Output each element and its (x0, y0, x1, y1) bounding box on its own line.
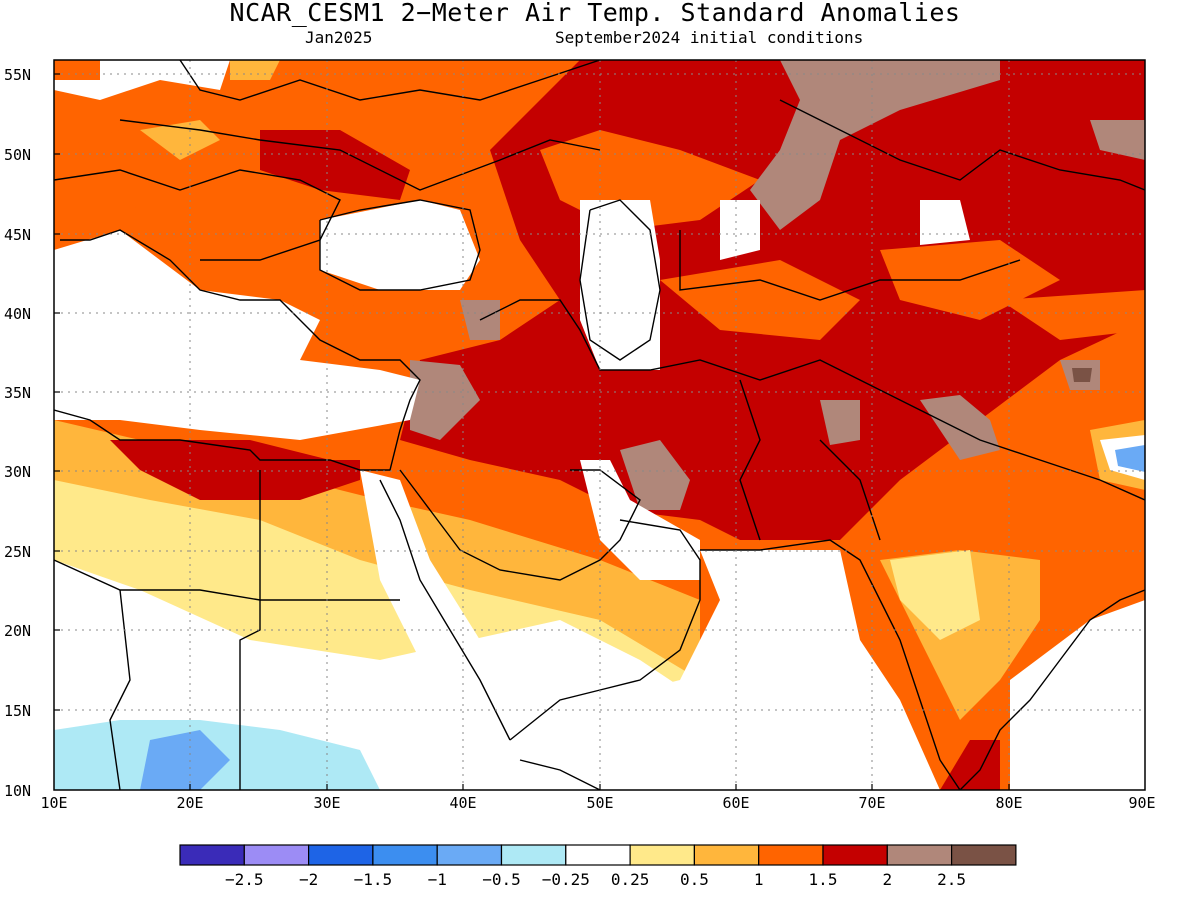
colorbar-swatch (565, 844, 631, 866)
colorbar-label: 1.5 (809, 870, 838, 889)
lat-label: 35N (4, 384, 31, 402)
valid-month: Jan2025 (305, 28, 373, 47)
lat-label: 30N (4, 463, 31, 481)
lat-label: 40N (4, 305, 31, 323)
lon-label: 30E (313, 794, 340, 812)
colorbar-label: −2 (299, 870, 318, 889)
lat-label: 55N (4, 66, 31, 84)
lat-label: 15N (4, 702, 31, 720)
colorbar-labels: −2.5 −2 −1.5 −1 −0.5 −0.25 0.25 0.5 1 1.5 2 2.5 (225, 870, 966, 889)
colorbar-swatch (758, 844, 824, 866)
lon-label: 60E (722, 794, 749, 812)
graticule (54, 60, 1145, 790)
colorbar-swatch (500, 844, 567, 866)
lat-label: 20N (4, 622, 31, 640)
colorbar-label: −0.25 (542, 870, 590, 889)
colorbar-label: −1 (428, 870, 447, 889)
colorbar-swatch (243, 844, 310, 866)
colorbar-label: 2 (882, 870, 892, 889)
colorbar (179, 844, 1017, 866)
colorbar-swatch (822, 844, 888, 866)
lat-label: 10N (4, 782, 31, 800)
lon-label: 20E (176, 794, 203, 812)
lon-label: 10E (40, 794, 67, 812)
colorbar-swatch (693, 844, 760, 866)
colorbar-label: 2.5 (937, 870, 966, 889)
colorbar-label: −2.5 (225, 870, 264, 889)
colorbar-label: 0.5 (680, 870, 709, 889)
colorbar-swatch (179, 844, 245, 866)
ticks (54, 73, 1010, 790)
colorbar-swatch (372, 844, 438, 866)
lat-label: 45N (4, 226, 31, 244)
longitude-labels: 10E 20E 30E 40E 50E 60E 70E 80E 90E (40, 794, 1155, 812)
colorbar-label: 1 (754, 870, 764, 889)
lat-label: 50N (4, 146, 31, 164)
colorbar-swatch (308, 844, 374, 866)
colorbar-label: −1.5 (354, 870, 393, 889)
lon-label: 90E (1128, 794, 1155, 812)
colorbar-swatch (629, 844, 695, 866)
colorbar-swatch (950, 844, 1017, 866)
colorbar-swatch (436, 844, 503, 866)
map-title: NCAR_CESM1 2−Meter Air Temp. Standard An… (229, 0, 961, 27)
lon-label: 70E (858, 794, 885, 812)
latitude-labels: 55N 50N 45N 40N 35N 30N 25N 20N 15N 10N (4, 66, 31, 800)
coastlines (54, 60, 1145, 790)
colorbar-label: −0.5 (482, 870, 521, 889)
colorbar-label: 0.25 (611, 870, 650, 889)
lon-label: 40E (449, 794, 476, 812)
lon-label: 80E (995, 794, 1022, 812)
lon-label: 50E (586, 794, 613, 812)
lat-label: 25N (4, 543, 31, 561)
colorbar-swatch (886, 844, 953, 866)
initial-conditions: September2024 initial conditions (555, 28, 864, 47)
